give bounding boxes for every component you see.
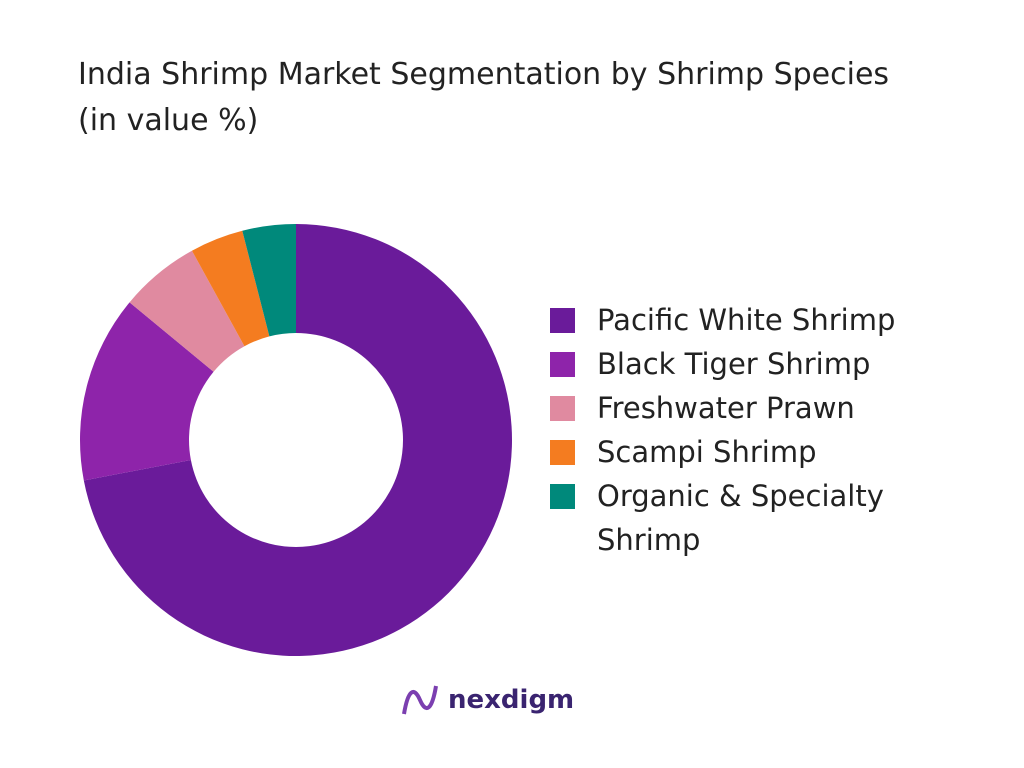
legend-item: Freshwater Prawn bbox=[550, 386, 950, 430]
logo: nexdigm bbox=[400, 680, 574, 720]
donut-slice bbox=[242, 224, 296, 337]
legend-label: Organic & Specialty Shrimp bbox=[597, 479, 884, 557]
legend-label: Pacific White Shrimp bbox=[597, 303, 896, 337]
donut-slice bbox=[79, 302, 214, 481]
logo-icon bbox=[402, 685, 438, 715]
legend-label: Black Tiger Shrimp bbox=[597, 347, 871, 381]
legend-item: Organic & Specialty Shrimp bbox=[550, 474, 950, 562]
donut-slice bbox=[83, 224, 513, 656]
legend-swatch bbox=[550, 484, 575, 509]
legend-item: Black Tiger Shrimp bbox=[550, 342, 950, 386]
legend: Pacific White Shrimp Black Tiger Shrimp Fr… bbox=[550, 298, 950, 562]
donut-slice bbox=[191, 230, 270, 347]
chart-title: India Shrimp Market Segmentation by Shri… bbox=[78, 57, 890, 138]
legend-item: Pacific White Shrimp bbox=[550, 298, 950, 342]
legend-label: Scampi Shrimp bbox=[597, 435, 817, 469]
legend-label: Freshwater Prawn bbox=[597, 391, 855, 425]
legend-swatch bbox=[550, 308, 575, 333]
legend-swatch bbox=[550, 396, 575, 421]
donut-slice bbox=[129, 250, 245, 372]
legend-swatch bbox=[550, 440, 575, 465]
logo-text: nexdigm bbox=[448, 685, 575, 715]
legend-swatch bbox=[550, 352, 575, 377]
legend-item: Scampi Shrimp bbox=[550, 430, 950, 474]
